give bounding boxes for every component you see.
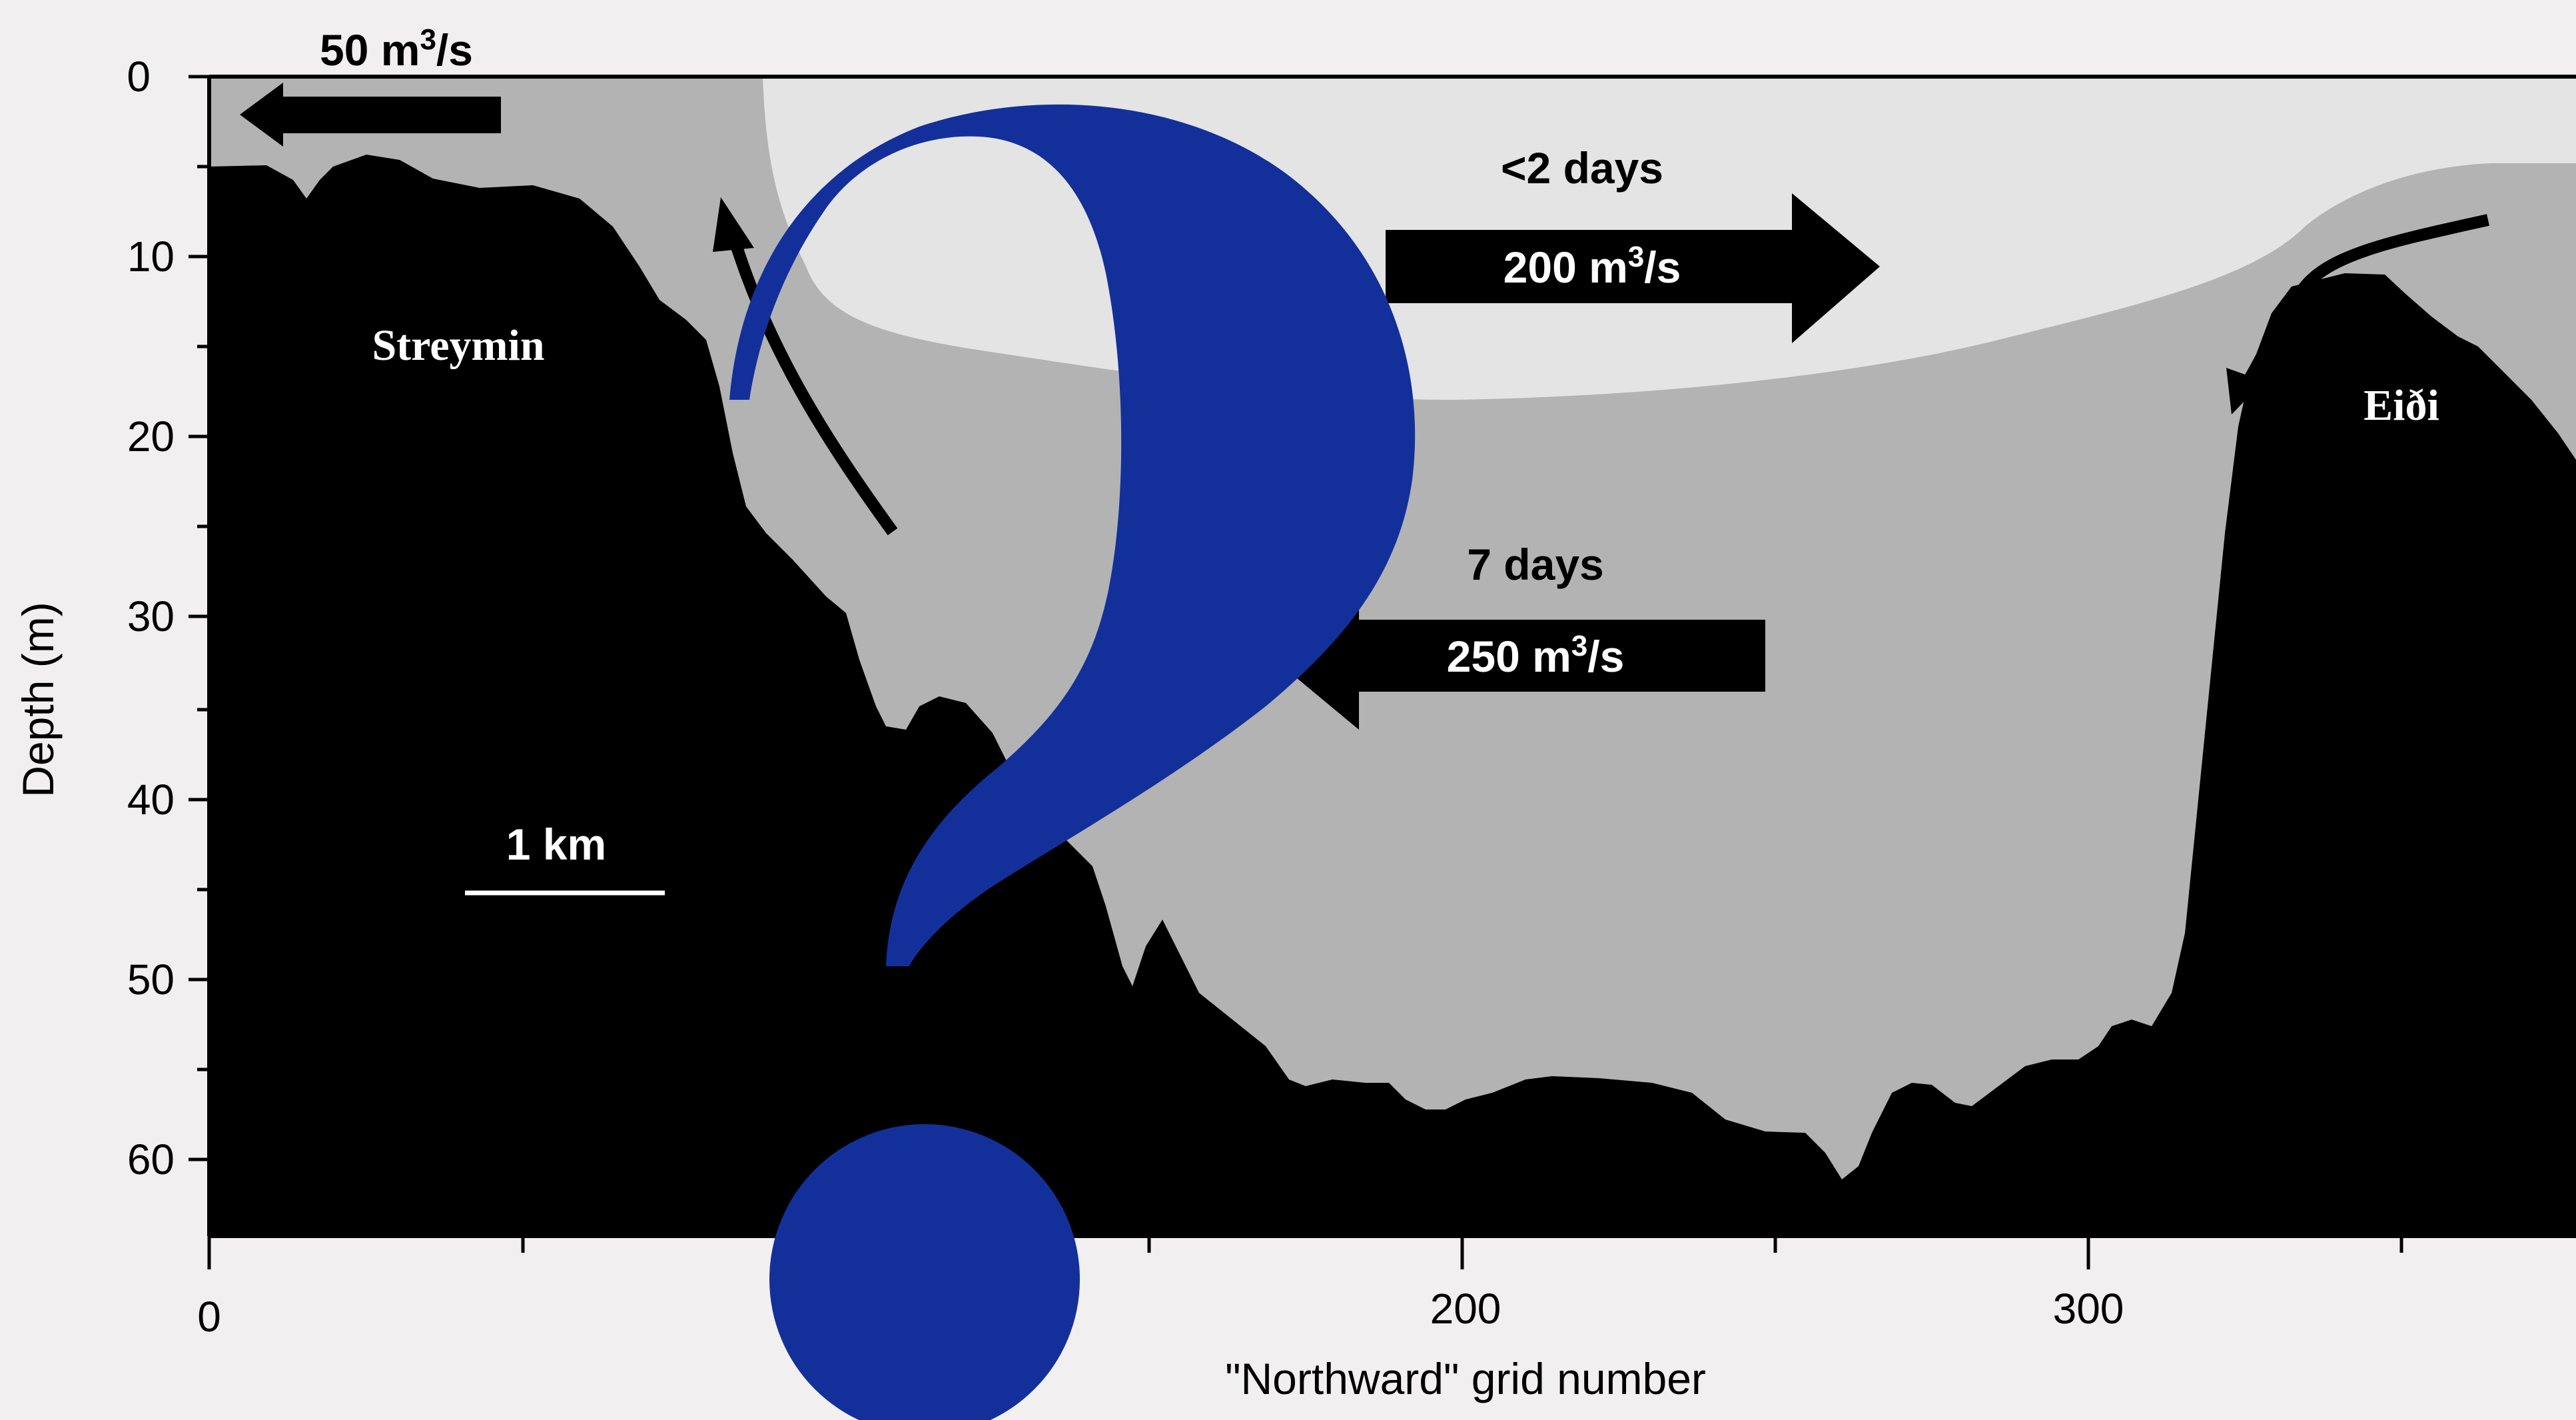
x-tick-label: 0 bbox=[197, 1293, 221, 1341]
x-ticks bbox=[207, 1236, 2403, 1269]
y-tick-label: 20 bbox=[127, 412, 175, 460]
x-tick-label: 300 bbox=[2053, 1285, 2124, 1333]
lower-flow-arrow bbox=[1269, 581, 1765, 730]
y-tick-label: 30 bbox=[127, 592, 175, 640]
surface-outflow-arrow bbox=[240, 83, 501, 147]
y-tick-label: 0 bbox=[127, 53, 151, 101]
y-tick-label: 50 bbox=[127, 956, 175, 1004]
place-eidi: Eiði bbox=[2363, 381, 2439, 430]
y-tick-label: 40 bbox=[127, 776, 175, 824]
downwelling-arrow-head bbox=[2226, 368, 2264, 414]
upwelling-arrow-head bbox=[713, 197, 754, 252]
y-axis-label: Depth (m) bbox=[13, 602, 63, 797]
lower-time-label: 7 days bbox=[1467, 540, 1603, 589]
question-mark-dot-icon bbox=[769, 1124, 1080, 1420]
surface-outflow-label: 50 m3/s bbox=[320, 23, 473, 75]
downwelling-arrow bbox=[2240, 214, 2489, 390]
bathymetry bbox=[209, 155, 2576, 1236]
upper-flow-arrow bbox=[1386, 193, 1880, 343]
y-tick-label: 60 bbox=[127, 1135, 175, 1183]
question-mark-icon bbox=[729, 104, 1416, 966]
upper-flow-label: 200 m3/s bbox=[1503, 241, 1681, 293]
y-ticks bbox=[189, 75, 209, 1161]
scale-bar-label: 1 km bbox=[506, 820, 606, 869]
place-streymin: Streymin bbox=[372, 321, 544, 370]
x-tick-label: 200 bbox=[1430, 1285, 1502, 1333]
x-axis-label: "Northward" grid number bbox=[1225, 1354, 1706, 1403]
upper-time-label: <2 days bbox=[1501, 143, 1663, 193]
upwelling-arrow bbox=[725, 228, 898, 536]
y-tick-label: 10 bbox=[127, 233, 175, 281]
lower-flow-label: 250 m3/s bbox=[1447, 630, 1625, 682]
